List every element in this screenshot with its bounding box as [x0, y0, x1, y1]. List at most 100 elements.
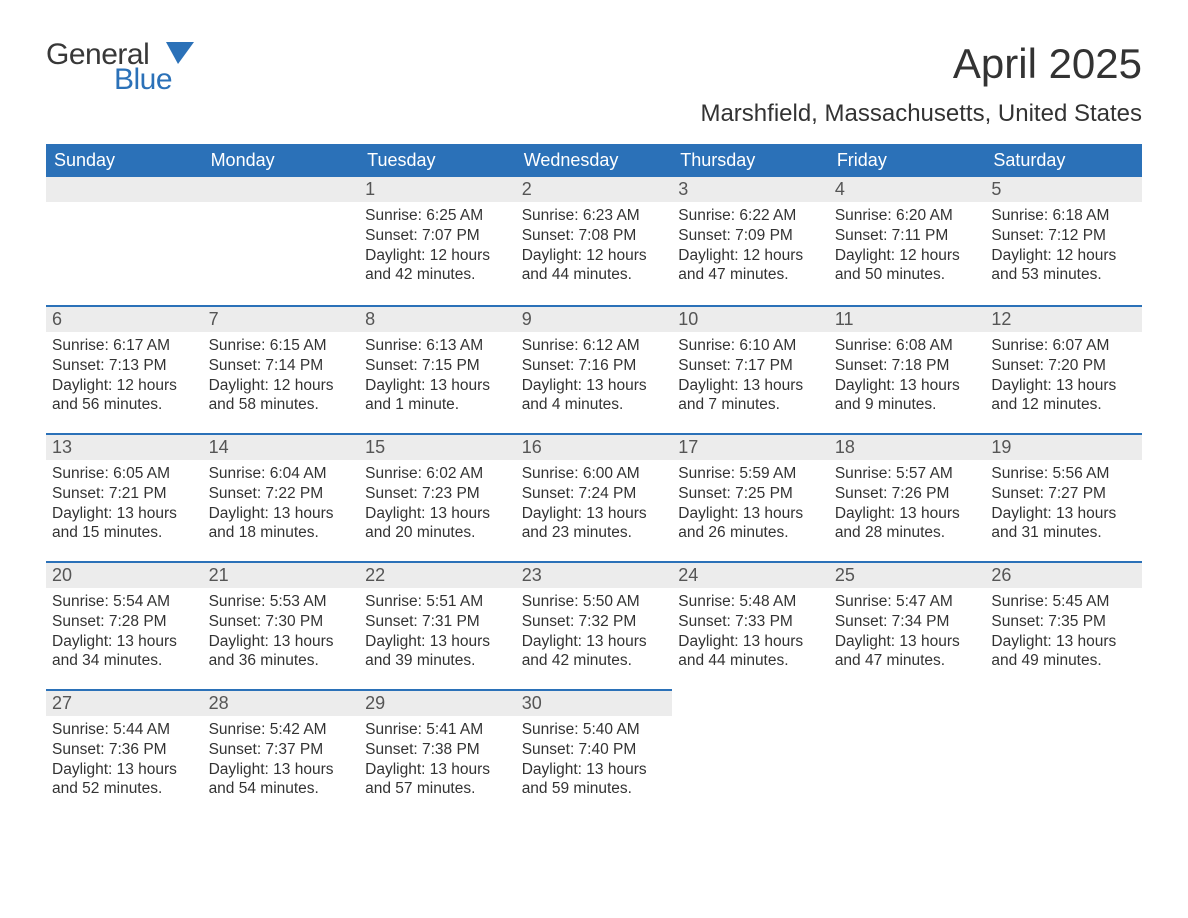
day-details: Sunrise: 5:56 AMSunset: 7:27 PMDaylight:…: [985, 460, 1142, 551]
calendar-day-cell: 6Sunrise: 6:17 AMSunset: 7:13 PMDaylight…: [46, 305, 203, 433]
calendar-day-cell: 22Sunrise: 5:51 AMSunset: 7:31 PMDayligh…: [359, 561, 516, 689]
sunrise-line: Sunrise: 6:10 AM: [678, 336, 823, 356]
sunrise-line: Sunrise: 5:54 AM: [52, 592, 197, 612]
day-details: Sunrise: 5:57 AMSunset: 7:26 PMDaylight:…: [829, 460, 986, 551]
day-number: 16: [516, 433, 673, 460]
sunset-line: Sunset: 7:21 PM: [52, 484, 197, 504]
day-number: 29: [359, 689, 516, 716]
calendar-day-cell: 18Sunrise: 5:57 AMSunset: 7:26 PMDayligh…: [829, 433, 986, 561]
calendar-day-cell: 28Sunrise: 5:42 AMSunset: 7:37 PMDayligh…: [203, 689, 360, 817]
day-number: 2: [516, 177, 673, 202]
sunset-line: Sunset: 7:37 PM: [209, 740, 354, 760]
calendar-day-cell: 14Sunrise: 6:04 AMSunset: 7:22 PMDayligh…: [203, 433, 360, 561]
day-number: 28: [203, 689, 360, 716]
day-number: 26: [985, 561, 1142, 588]
sunrise-line: Sunrise: 5:57 AM: [835, 464, 980, 484]
day-details: Sunrise: 5:41 AMSunset: 7:38 PMDaylight:…: [359, 716, 516, 807]
day-details: Sunrise: 5:59 AMSunset: 7:25 PMDaylight:…: [672, 460, 829, 551]
calendar-day-cell: [985, 689, 1142, 817]
sunrise-line: Sunrise: 5:53 AM: [209, 592, 354, 612]
logo-text-blue: Blue: [114, 66, 172, 93]
day-details: Sunrise: 5:42 AMSunset: 7:37 PMDaylight:…: [203, 716, 360, 807]
daylight-line: Daylight: 13 hours and 1 minute.: [365, 376, 510, 416]
empty-day-header: [203, 177, 360, 202]
sunset-line: Sunset: 7:16 PM: [522, 356, 667, 376]
weekday-header: Monday: [203, 144, 360, 177]
calendar-day-cell: 24Sunrise: 5:48 AMSunset: 7:33 PMDayligh…: [672, 561, 829, 689]
calendar-day-cell: 20Sunrise: 5:54 AMSunset: 7:28 PMDayligh…: [46, 561, 203, 689]
calendar-day-cell: 27Sunrise: 5:44 AMSunset: 7:36 PMDayligh…: [46, 689, 203, 817]
weekday-header: Thursday: [672, 144, 829, 177]
sunset-line: Sunset: 7:28 PM: [52, 612, 197, 632]
daylight-line: Daylight: 12 hours and 42 minutes.: [365, 246, 510, 286]
sunset-line: Sunset: 7:08 PM: [522, 226, 667, 246]
day-number: 22: [359, 561, 516, 588]
sunrise-line: Sunrise: 6:25 AM: [365, 206, 510, 226]
day-details: Sunrise: 6:00 AMSunset: 7:24 PMDaylight:…: [516, 460, 673, 551]
sunset-line: Sunset: 7:38 PM: [365, 740, 510, 760]
sunset-line: Sunset: 7:31 PM: [365, 612, 510, 632]
calendar-day-cell: 5Sunrise: 6:18 AMSunset: 7:12 PMDaylight…: [985, 177, 1142, 305]
day-details: Sunrise: 5:40 AMSunset: 7:40 PMDaylight:…: [516, 716, 673, 807]
day-number: 4: [829, 177, 986, 202]
calendar-day-cell: 30Sunrise: 5:40 AMSunset: 7:40 PMDayligh…: [516, 689, 673, 817]
calendar-day-cell: 2Sunrise: 6:23 AMSunset: 7:08 PMDaylight…: [516, 177, 673, 305]
daylight-line: Daylight: 13 hours and 47 minutes.: [835, 632, 980, 672]
day-details: Sunrise: 5:48 AMSunset: 7:33 PMDaylight:…: [672, 588, 829, 679]
day-number: 24: [672, 561, 829, 588]
calendar-day-cell: 11Sunrise: 6:08 AMSunset: 7:18 PMDayligh…: [829, 305, 986, 433]
calendar-day-cell: 15Sunrise: 6:02 AMSunset: 7:23 PMDayligh…: [359, 433, 516, 561]
calendar-day-cell: 7Sunrise: 6:15 AMSunset: 7:14 PMDaylight…: [203, 305, 360, 433]
calendar-day-cell: 4Sunrise: 6:20 AMSunset: 7:11 PMDaylight…: [829, 177, 986, 305]
sunrise-line: Sunrise: 5:50 AM: [522, 592, 667, 612]
day-number: 20: [46, 561, 203, 588]
weekday-header: Wednesday: [516, 144, 673, 177]
sunrise-line: Sunrise: 5:56 AM: [991, 464, 1136, 484]
sunset-line: Sunset: 7:32 PM: [522, 612, 667, 632]
sunrise-line: Sunrise: 6:08 AM: [835, 336, 980, 356]
daylight-line: Daylight: 13 hours and 36 minutes.: [209, 632, 354, 672]
sunrise-line: Sunrise: 6:02 AM: [365, 464, 510, 484]
empty-day-header: [46, 177, 203, 202]
sunset-line: Sunset: 7:11 PM: [835, 226, 980, 246]
day-details: Sunrise: 6:23 AMSunset: 7:08 PMDaylight:…: [516, 202, 673, 293]
daylight-line: Daylight: 13 hours and 20 minutes.: [365, 504, 510, 544]
sunset-line: Sunset: 7:33 PM: [678, 612, 823, 632]
sunrise-line: Sunrise: 6:15 AM: [209, 336, 354, 356]
daylight-line: Daylight: 13 hours and 42 minutes.: [522, 632, 667, 672]
day-number: 18: [829, 433, 986, 460]
calendar-day-cell: 3Sunrise: 6:22 AMSunset: 7:09 PMDaylight…: [672, 177, 829, 305]
sunrise-line: Sunrise: 5:42 AM: [209, 720, 354, 740]
sunset-line: Sunset: 7:12 PM: [991, 226, 1136, 246]
day-details: Sunrise: 6:18 AMSunset: 7:12 PMDaylight:…: [985, 202, 1142, 293]
day-number: 19: [985, 433, 1142, 460]
calendar-week-row: 6Sunrise: 6:17 AMSunset: 7:13 PMDaylight…: [46, 305, 1142, 433]
calendar-day-cell: 13Sunrise: 6:05 AMSunset: 7:21 PMDayligh…: [46, 433, 203, 561]
logo: General Blue: [46, 40, 246, 96]
day-number: 9: [516, 305, 673, 332]
day-number: 8: [359, 305, 516, 332]
calendar-day-cell: 19Sunrise: 5:56 AMSunset: 7:27 PMDayligh…: [985, 433, 1142, 561]
daylight-line: Daylight: 13 hours and 4 minutes.: [522, 376, 667, 416]
daylight-line: Daylight: 13 hours and 57 minutes.: [365, 760, 510, 800]
day-number: 21: [203, 561, 360, 588]
weekday-header: Friday: [829, 144, 986, 177]
calendar-day-cell: [203, 177, 360, 305]
sunset-line: Sunset: 7:07 PM: [365, 226, 510, 246]
day-details: Sunrise: 6:10 AMSunset: 7:17 PMDaylight:…: [672, 332, 829, 423]
logo-flag-icon: [166, 42, 202, 64]
calendar-day-cell: 29Sunrise: 5:41 AMSunset: 7:38 PMDayligh…: [359, 689, 516, 817]
calendar-day-cell: 9Sunrise: 6:12 AMSunset: 7:16 PMDaylight…: [516, 305, 673, 433]
daylight-line: Daylight: 13 hours and 12 minutes.: [991, 376, 1136, 416]
sunrise-line: Sunrise: 5:59 AM: [678, 464, 823, 484]
daylight-line: Daylight: 12 hours and 53 minutes.: [991, 246, 1136, 286]
day-number: 3: [672, 177, 829, 202]
calendar-day-cell: 26Sunrise: 5:45 AMSunset: 7:35 PMDayligh…: [985, 561, 1142, 689]
day-number: 25: [829, 561, 986, 588]
sunrise-line: Sunrise: 6:20 AM: [835, 206, 980, 226]
calendar-week-row: 1Sunrise: 6:25 AMSunset: 7:07 PMDaylight…: [46, 177, 1142, 305]
sunrise-line: Sunrise: 5:48 AM: [678, 592, 823, 612]
day-details: Sunrise: 5:50 AMSunset: 7:32 PMDaylight:…: [516, 588, 673, 679]
daylight-line: Daylight: 13 hours and 7 minutes.: [678, 376, 823, 416]
calendar-day-cell: 12Sunrise: 6:07 AMSunset: 7:20 PMDayligh…: [985, 305, 1142, 433]
